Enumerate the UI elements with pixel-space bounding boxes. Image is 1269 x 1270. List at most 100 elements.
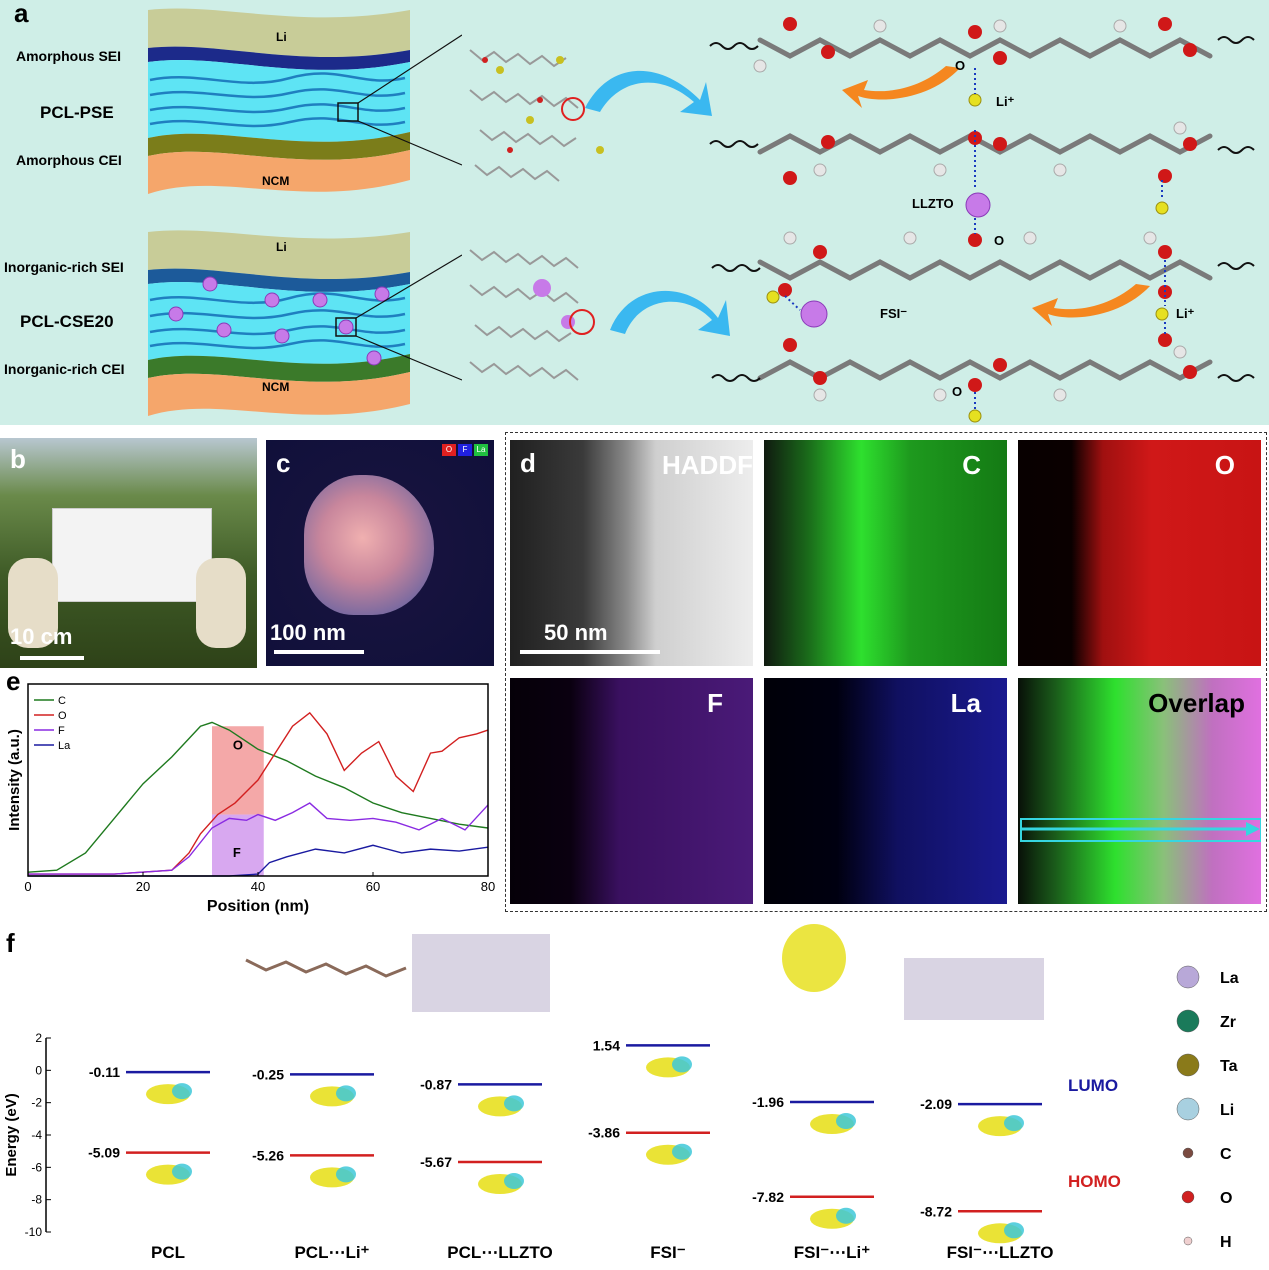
chem-o-label-2: O [994,233,1005,248]
panel-d-frame [505,432,1267,912]
x-tick-label: 0 [24,879,31,894]
top-li-label: Li [276,30,287,44]
series-line-c [27,721,489,873]
pcl-li-structure [245,958,407,978]
line-scan-arrow [1022,822,1260,836]
lumo-value: -2.09 [920,1096,952,1112]
lumo-value: -1.96 [752,1094,784,1110]
legend-label-la: La [58,740,71,752]
lumo-value: -0.25 [252,1066,284,1082]
lumo-value: -0.87 [420,1076,452,1092]
fsi-li-structure [782,924,846,992]
map-label-la: La [950,688,981,718]
chem-li-label-1: Li⁺ [996,94,1015,109]
panel-label-f: f [6,928,15,958]
scale-bar-c [274,650,364,654]
atom-label-c: C [1220,1146,1232,1163]
lumo-value: 1.54 [593,1037,620,1053]
map-label-f: F [707,688,723,718]
legend-label-c: C [58,695,66,707]
chem-o-label-1: O [955,58,966,73]
map-c: C [764,440,1007,666]
y-axis-label: Intensity (a.u.) [6,729,23,831]
legend-label-f: F [58,725,65,737]
atom-swatch-o [1181,1190,1195,1204]
chem-llzto-label: LLZTO [912,196,954,211]
membrane-sheet [52,508,212,602]
bottom-li-label: Li [276,240,287,254]
series-line-o [28,711,489,875]
legend-homo: HOMO [1068,1172,1121,1191]
panel-a: a Li Amorphous SEI PCL-PSE Amorphous CEI… [0,0,1269,425]
panel-label-e: e [6,666,21,696]
atom-swatch-c [1182,1147,1194,1159]
orbital-isosurface [310,1085,356,1188]
map-haddf: HADDF 50 nm [510,440,753,666]
bottom-sei-label: Inorganic-rich SEI [4,259,124,275]
panel-b-photo: 10 cm [0,438,257,668]
homo-value: -5.09 [88,1145,120,1161]
y-tick-label: -6 [31,1160,42,1174]
legend-lumo: LUMO [1068,1076,1118,1095]
molecule-cluster-top [462,32,652,182]
atom-swatch-zr [1176,1009,1200,1033]
panel-a-illustration [148,8,1255,423]
left-hand [8,558,58,648]
legend-o: O [442,444,456,456]
legend-la: La [474,444,488,456]
top-electrolyte-label: PCL-PSE [40,103,114,122]
atom-label-zr: Zr [1220,1014,1236,1031]
right-hand [196,558,246,648]
series-line-f [28,802,489,875]
bottom-electrolyte-label: PCL-CSE20 [20,312,114,331]
homo-value: -5.26 [252,1147,284,1163]
atom-swatch-li [1176,1097,1200,1121]
category-label: PCL⋯LLZTO [447,1243,552,1262]
category-label: FSI⁻⋯LLZTO [947,1243,1054,1262]
scale-bar-d [520,650,660,654]
line-scan-box [1020,818,1261,842]
legend-f: F [458,444,472,456]
orbital-isosurface [146,1083,192,1185]
map-f: F [510,678,753,904]
lumo-value: -0.11 [89,1064,120,1080]
bottom-layer-stack [148,230,463,416]
llzto-structure-2 [904,958,1044,1020]
map-la: La [764,678,1007,904]
x-tick-label: 40 [251,879,265,894]
panel-label-b: b [10,444,26,474]
region-label-o: O [233,737,243,752]
bottom-cei-label: Inorganic-rich CEI [4,361,125,377]
y-tick-label: -4 [31,1128,42,1142]
scale-text-d: 50 nm [544,620,608,645]
top-ncm-label: NCM [262,174,290,188]
category-label: FSI⁻ [650,1243,685,1262]
top-sei-label: Amorphous SEI [16,48,122,64]
map-label-o: O [1214,450,1235,480]
panel-label-c: c [276,448,291,478]
atom-label-ta: Ta [1220,1058,1238,1075]
y-axis-label: Energy (eV) [3,1093,20,1176]
homo-value: -7.82 [752,1189,784,1205]
x-tick-label: 80 [481,879,495,894]
y-tick-label: -10 [25,1225,43,1239]
highlight-f-region [212,814,264,876]
y-tick-label: 0 [35,1063,42,1077]
atom-label-la: La [1220,970,1239,987]
chem-li-label-2: Li⁺ [1176,306,1195,321]
bottom-ncm-label: NCM [262,380,290,394]
atom-label-o: O [1220,1190,1232,1207]
map-label-overlap: Overlap [1148,688,1245,718]
energy-level-chart: 2 0 -2 -4 -6 -8 -10 Energy (eV) -0.11 -5.09 PCL -0.… [3,924,1239,1262]
panel-label-d: d [520,448,536,478]
homo-value: -3.86 [588,1125,620,1141]
scale-text-c: 100 nm [270,620,346,645]
map-overlap: Overlap [1018,678,1261,904]
chem-fsi-label: FSI⁻ [880,306,908,321]
top-cei-label: Amorphous CEI [16,152,122,168]
homo-value: -5.67 [420,1154,452,1170]
scale-bar-b [20,656,84,660]
y-tick-label: 2 [35,1031,42,1045]
map-label-haddf: HADDF [662,450,753,480]
